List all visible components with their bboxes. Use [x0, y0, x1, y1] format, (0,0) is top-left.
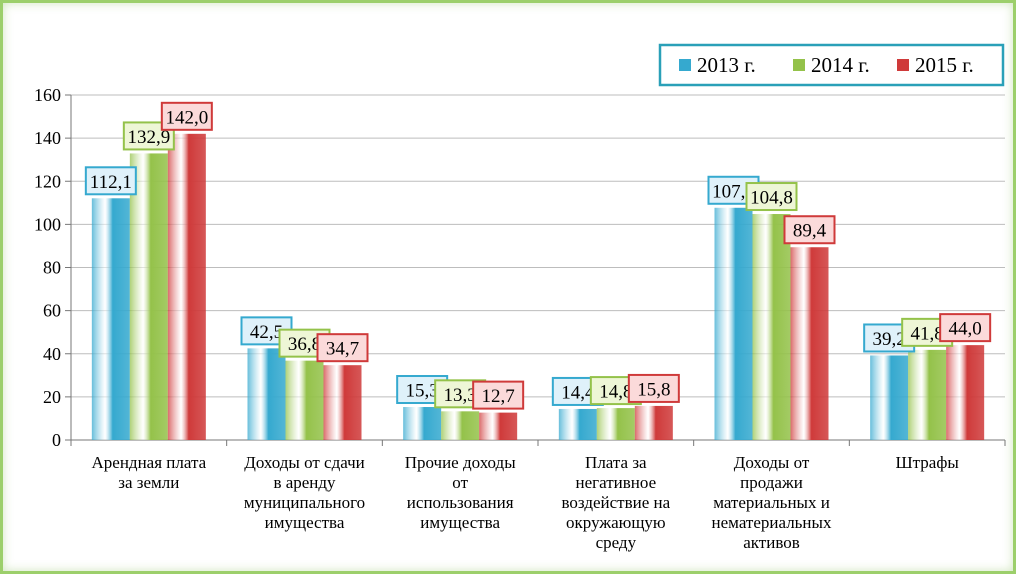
bar-2014г-2 [441, 411, 480, 440]
category-labels: Арендная плата за земли Доходы от сдачи в а… [92, 453, 960, 552]
data-label-box [84, 166, 137, 196]
bar-2013г-1 [247, 348, 286, 440]
legend-label: 2014 г. [811, 53, 870, 77]
bars [91, 133, 985, 440]
bar-2015г-0 [167, 133, 206, 440]
y-tick-label: 20 [43, 387, 61, 407]
y-tick-label: 0 [52, 430, 61, 450]
category-label: Прочие доходы от использования имущества [405, 453, 517, 532]
category-label: Доходы от продажи материальных и нематериал… [712, 453, 832, 552]
bar-2015г-3 [634, 405, 673, 440]
data-label: 15,3 [406, 381, 439, 402]
bar-2015г-5 [946, 345, 985, 440]
y-tick-label: 140 [34, 128, 61, 148]
bar-2014г-1 [285, 360, 324, 440]
bar-2014г-4 [752, 214, 791, 440]
grid [71, 94, 1005, 441]
data-label: 142,0 [165, 107, 208, 128]
category-label: Арендная плата за земли [92, 453, 207, 492]
legend-label: 2015 г. [915, 53, 974, 77]
data-label-box [745, 182, 798, 212]
data-label-box [627, 373, 680, 403]
bar-2015г-2 [479, 412, 518, 440]
category-label: Штрафы [896, 453, 960, 472]
bar-2013г-2 [403, 407, 442, 440]
legend-box [658, 43, 1005, 87]
data-label: 14,4 [561, 382, 595, 403]
data-label: 34,7 [326, 339, 359, 360]
data-label: 104,8 [750, 188, 793, 209]
y-tick-label: 80 [43, 258, 61, 278]
legend-label: 2013 г. [697, 53, 756, 77]
bar-2013г-3 [558, 408, 597, 440]
legend-swatch [679, 59, 691, 71]
y-tick-label: 40 [43, 344, 61, 364]
data-label: 36,8 [288, 334, 321, 355]
data-label: 89,4 [793, 221, 827, 242]
y-tick-label: 120 [34, 171, 61, 191]
bar-2014г-0 [129, 153, 168, 440]
data-label: 42,5 [250, 322, 283, 343]
data-label: 107,7 [712, 181, 755, 202]
legend: 2013 г. 2014 г. 2015 г. [658, 43, 1005, 87]
data-label: 44,0 [949, 319, 982, 340]
data-label: 15,8 [637, 379, 670, 400]
category-label: Доходы от сдачи в аренду муниципального иму… [244, 453, 365, 532]
y-tick-label: 60 [43, 301, 61, 321]
bar-2014г-5 [908, 349, 947, 440]
axes: 0 20 40 60 80 100 120 140 160 [34, 85, 1006, 450]
y-tick-label: 100 [34, 214, 61, 234]
data-label-box [472, 380, 525, 410]
y-tick-label: 160 [34, 85, 61, 105]
data-label: 12,7 [482, 386, 515, 407]
data-label: 112,1 [90, 172, 132, 193]
bar-2015г-1 [323, 365, 362, 440]
data-label-box [939, 313, 992, 343]
data-label-box [783, 215, 836, 245]
data-label: 132,9 [127, 127, 170, 148]
bar-2013г-4 [714, 207, 753, 440]
legend-swatch [897, 59, 909, 71]
category-label: Плата за негативное воздействие на окружающ… [562, 453, 671, 552]
data-label: 39,2 [873, 329, 906, 350]
bar-2014г-3 [596, 408, 635, 440]
data-label-box [160, 101, 213, 131]
data-label: 41,8 [911, 323, 944, 344]
bar-2013г-5 [870, 355, 909, 440]
legend-swatch [793, 59, 805, 71]
bar-2013г-0 [91, 198, 130, 440]
data-label-box [316, 333, 369, 363]
data-label: 14,8 [599, 382, 632, 403]
bar-2015г-4 [790, 247, 829, 440]
data-label: 13,3 [444, 385, 477, 406]
